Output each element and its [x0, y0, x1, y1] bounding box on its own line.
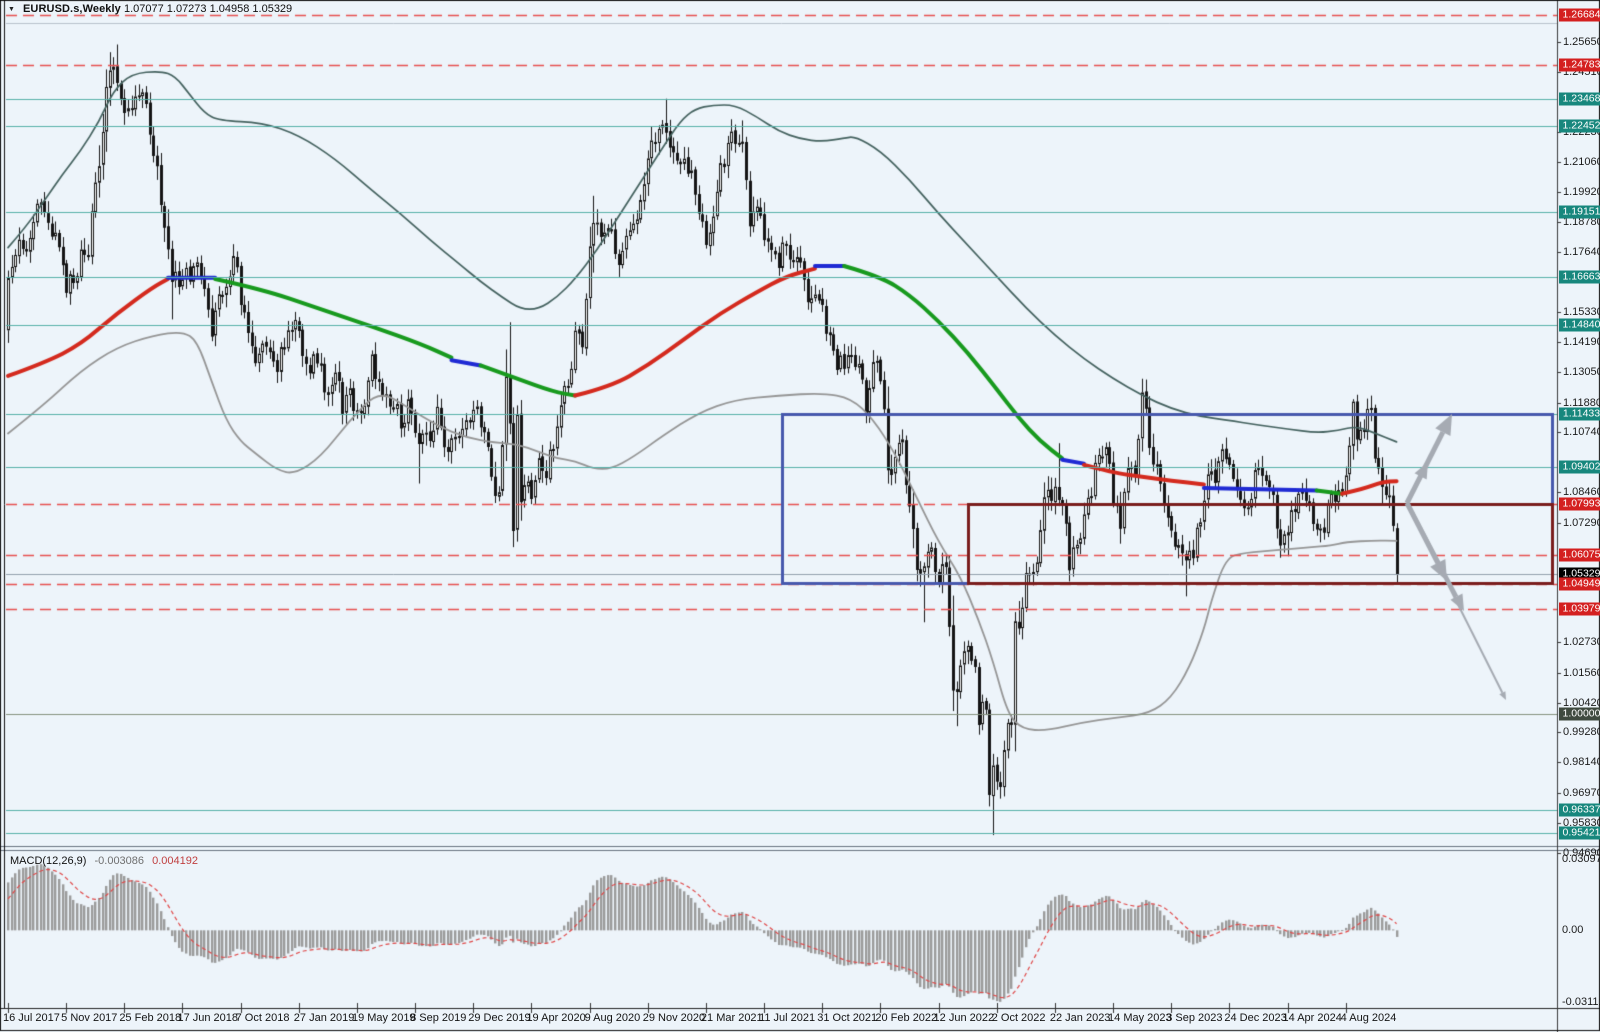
- price-axis-label: 1.01560: [1563, 666, 1600, 679]
- price-axis-label: 1.08460: [1563, 486, 1600, 499]
- price-axis-label: 1.19920: [1563, 186, 1600, 199]
- price-level-badge: 1.09402: [1559, 460, 1600, 474]
- time-axis-label: 14 Apr 2024: [1282, 1012, 1342, 1024]
- time-axis-label: 21 Mar 2021: [700, 1012, 763, 1024]
- price-level-badge: 1.23468: [1559, 92, 1600, 106]
- chart-symbol-period: EURUSD.s,Weekly: [23, 3, 121, 15]
- chart-ohlc-values: 1.07077 1.07273 1.04958 1.05329: [123, 3, 293, 15]
- time-axis-label: 2 Oct 2022: [991, 1012, 1046, 1024]
- price-level-badge: 1.26684: [1559, 8, 1600, 22]
- macd-main-value: -0.003086: [94, 855, 145, 867]
- price-level-badge: 1.04949: [1559, 577, 1600, 591]
- macd-indicator-name: MACD(12,26,9): [10, 855, 87, 867]
- time-axis-label: 27 Jan 2019: [293, 1012, 355, 1024]
- price-axis-label: 1.07290: [1563, 516, 1600, 529]
- price-level-badge: 1.00000: [1559, 707, 1600, 721]
- price-level-badge: 0.95421: [1559, 826, 1600, 840]
- price-axis-label: 1.15330: [1563, 306, 1600, 319]
- price-axis-label: 0.94690: [1563, 846, 1600, 859]
- time-axis-label: 29 Dec 2019: [468, 1012, 531, 1024]
- time-axis-label: 7 Oct 2018: [235, 1012, 290, 1024]
- macd-axis-label: 0.00: [1562, 924, 1584, 937]
- price-axis-label: 1.02730: [1563, 636, 1600, 649]
- price-axis-label: 1.13050: [1563, 366, 1600, 378]
- price-level-badge: 1.11433: [1559, 407, 1600, 421]
- time-axis-label: 17 Jun 2018: [177, 1012, 239, 1024]
- price-axis-label: 0.96970: [1563, 786, 1600, 799]
- time-axis-label: 16 Jul 2017: [3, 1012, 60, 1024]
- time-axis-label: 9 Aug 2020: [584, 1012, 641, 1024]
- price-level-badge: 1.14840: [1559, 318, 1600, 332]
- time-axis-label: 4 Aug 2024: [1340, 1012, 1397, 1024]
- chart-title: ▼ EURUSD.s,Weekly 1.07077 1.07273 1.0495…: [8, 3, 292, 15]
- price-axis-label: 1.17640: [1563, 245, 1600, 258]
- time-axis-label: 24 Dec 2023: [1224, 1012, 1287, 1024]
- price-axis-label: 1.00420: [1563, 696, 1600, 709]
- price-axis-label: 1.10740: [1563, 426, 1600, 439]
- price-axis-label: 1.14190: [1563, 336, 1600, 349]
- macd-axis-label: 0.030979: [1562, 853, 1600, 865]
- price-level-badge: 1.07993: [1559, 497, 1600, 511]
- macd-indicator-label: MACD(12,26,9) -0.003086 0.004192: [10, 855, 198, 867]
- time-axis-label: 19 Apr 2020: [526, 1012, 586, 1024]
- price-level-badge: 1.19151: [1559, 205, 1600, 219]
- time-axis-label: 20 Feb 2022: [875, 1012, 938, 1024]
- current-price-badge: 1.05329: [1559, 567, 1600, 581]
- time-axis-label: 12 Jun 2022: [933, 1012, 995, 1024]
- price-level-badge: 1.24783: [1559, 58, 1600, 72]
- time-axis-label: 29 Nov 2020: [642, 1012, 706, 1024]
- time-axis-label: 25 Feb 2018: [119, 1012, 182, 1024]
- price-level-badge: 1.22452: [1559, 119, 1600, 133]
- time-axis-label: 14 May 2023: [1108, 1012, 1172, 1024]
- price-axis-label: 1.25650: [1563, 36, 1600, 49]
- price-level-badge: 1.03979: [1559, 602, 1600, 616]
- price-axis-label: 0.99280: [1563, 726, 1600, 739]
- price-axis-label: 1.18780: [1563, 216, 1600, 228]
- price-axis-label: 1.21060: [1563, 156, 1600, 169]
- price-axis-label: 1.11880: [1563, 396, 1600, 409]
- price-level-badge: 0.96337: [1559, 803, 1600, 816]
- macd-axis-label: -0.03112: [1562, 996, 1600, 1008]
- time-axis-label: 22 Jan 2023: [1049, 1012, 1111, 1024]
- time-axis-label: 3 Sep 2023: [1166, 1012, 1223, 1024]
- time-axis-label: 8 Sep 2019: [410, 1012, 467, 1024]
- time-axis-label: 5 Nov 2017: [61, 1012, 118, 1024]
- macd-signal-value: 0.004192: [152, 855, 198, 867]
- time-axis-label: 31 Oct 2021: [817, 1012, 878, 1024]
- time-axis-label: 19 May 2019: [351, 1012, 416, 1024]
- price-level-badge: 1.06075: [1559, 548, 1600, 562]
- price-axis-label: 0.98140: [1563, 756, 1600, 769]
- price-level-badge: 1.16663: [1559, 270, 1600, 284]
- price-axis-label: 0.95830: [1563, 816, 1600, 829]
- chart-collapse-icon[interactable]: ▼: [8, 6, 15, 13]
- time-axis-label: 11 Jul 2021: [759, 1012, 816, 1024]
